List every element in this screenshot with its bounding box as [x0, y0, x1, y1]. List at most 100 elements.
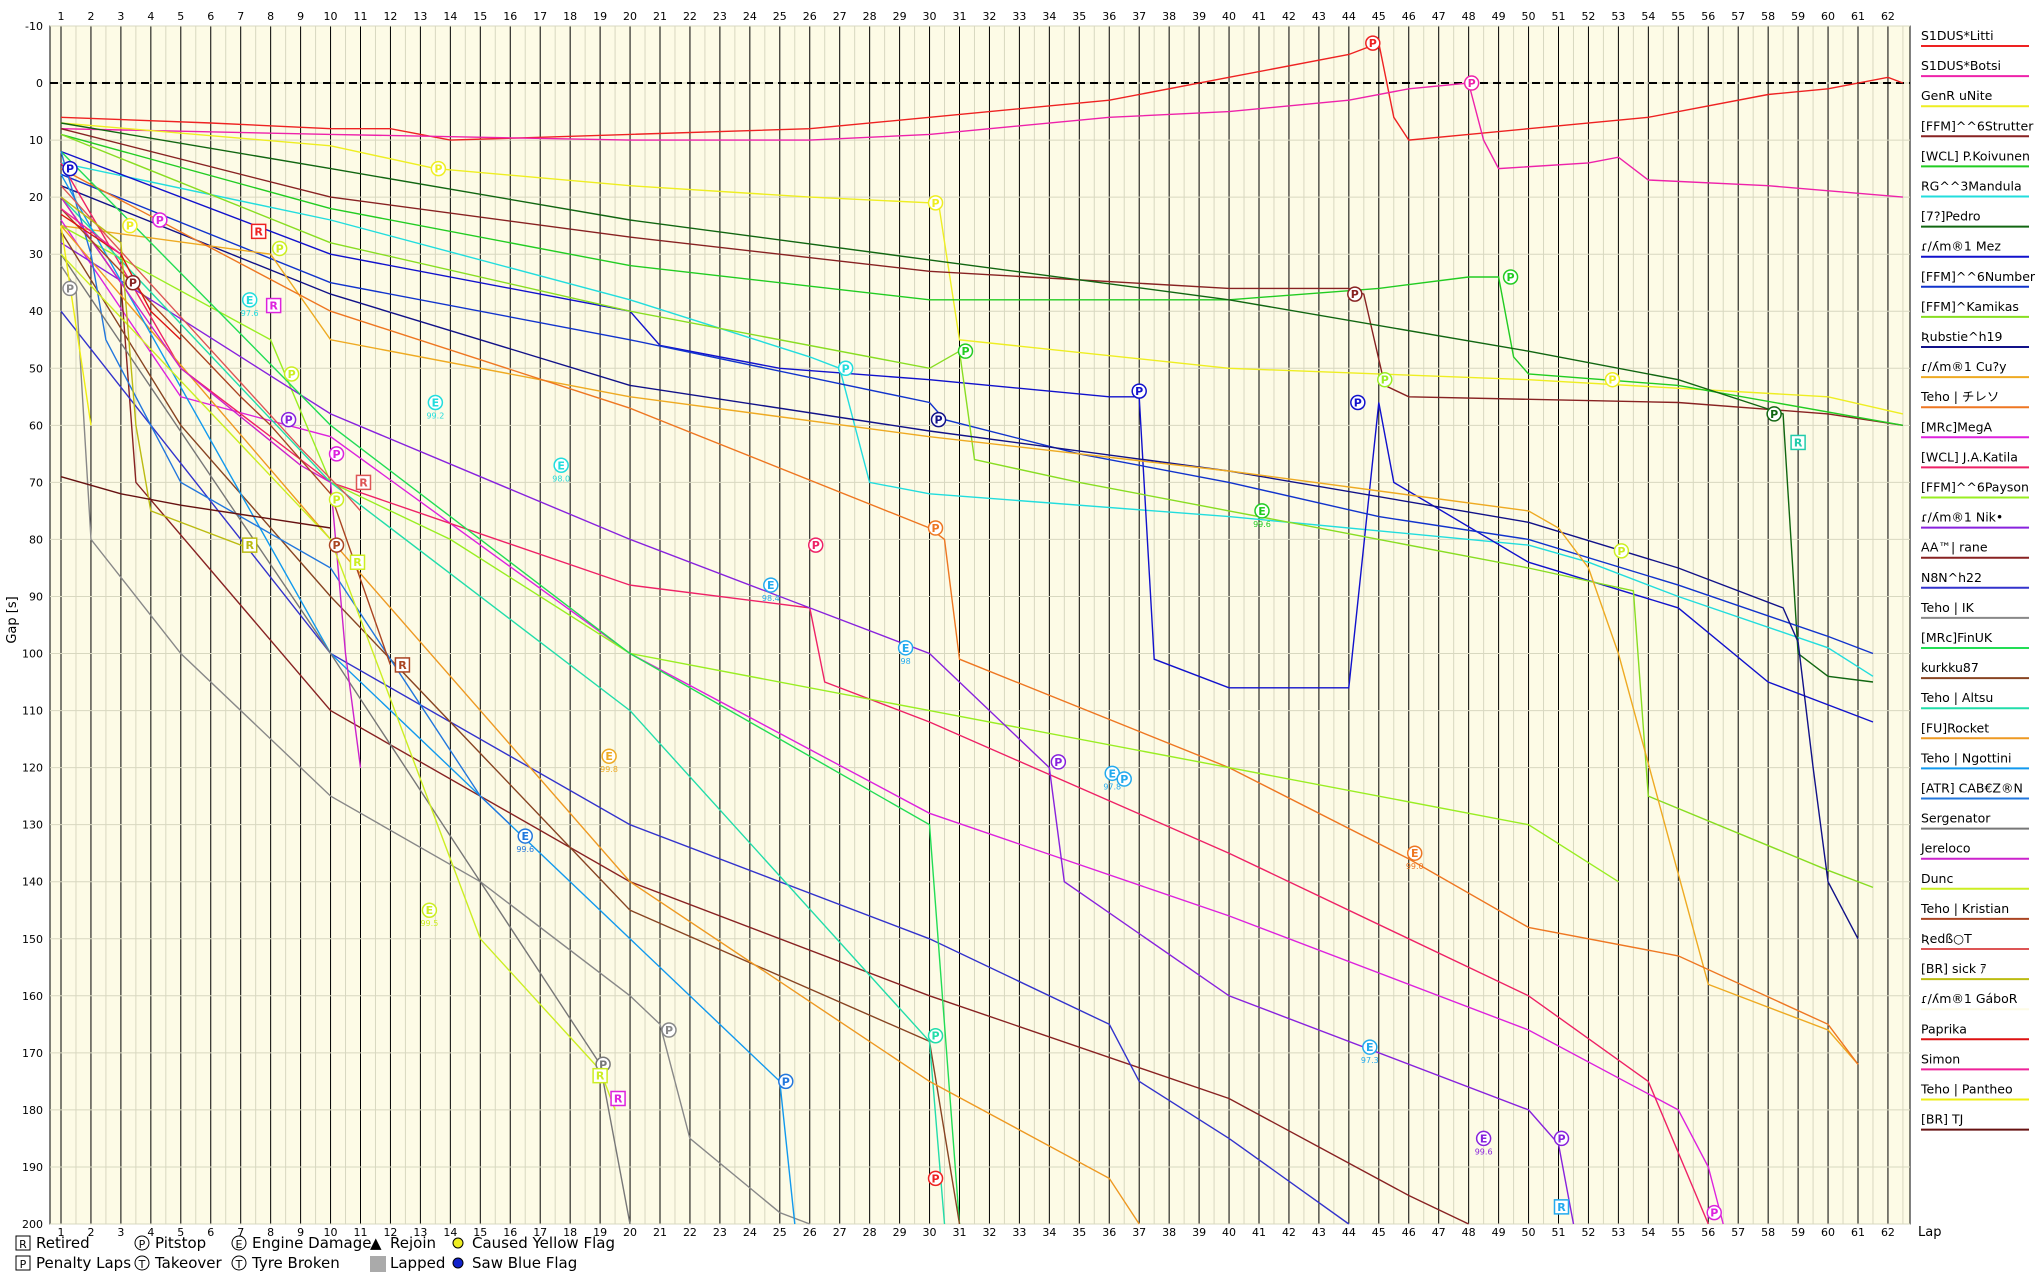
marker-symbol: P — [1381, 374, 1389, 387]
key-symbol: E — [236, 1238, 243, 1251]
legend-entry: [7?]Pedro — [1921, 209, 1981, 224]
marker-symbol: E — [605, 750, 613, 763]
x-tick-label: 3 — [117, 1226, 124, 1239]
series-line — [60, 162, 1709, 1225]
pitstop-marker — [661, 1022, 677, 1038]
x-tick-label: 34 — [1042, 1226, 1056, 1239]
x-tick-label: 38 — [1162, 10, 1176, 23]
key-frame — [134, 1235, 150, 1251]
y-tick-label: 110 — [22, 705, 43, 718]
marker-symbol: P — [1557, 1132, 1565, 1145]
y-tick-label: 30 — [29, 248, 43, 261]
pitstop-marker — [837, 360, 854, 377]
marker-value: 99.8 — [600, 765, 618, 774]
marker-symbol: E — [1480, 1132, 1488, 1145]
pitstop-marker — [1365, 35, 1381, 51]
engine-damage-marker — [517, 828, 533, 844]
legend-entry: [WCL] P.Koivunen — [1921, 148, 2030, 163]
legend-entry: [ATR] CAB€Z®N — [1921, 781, 2023, 796]
x-tick-label: 22 — [683, 1226, 697, 1239]
pitstop-marker — [930, 411, 947, 428]
x-tick-label: 2 — [87, 1226, 94, 1239]
marker-value: 99.0 — [1406, 862, 1424, 871]
marker-symbol: P — [665, 1024, 673, 1037]
x-tick-label: 25 — [773, 10, 787, 23]
y-tick-label: 20 — [29, 191, 43, 204]
pitstop-marker — [1463, 75, 1480, 91]
key-symbol: ▲ — [370, 1234, 382, 1252]
x-tick-label: 32 — [982, 1226, 996, 1239]
x-tick-label: 7 — [237, 1226, 244, 1239]
x-tick-label: 4 — [147, 10, 154, 23]
legend-entry: Paprika — [1921, 1021, 1967, 1036]
x-tick-label: 36 — [1102, 1226, 1116, 1239]
x-tick-label: 35 — [1072, 1226, 1086, 1239]
marker-symbol: R — [269, 300, 278, 313]
x-tick-label: 41 — [1252, 10, 1266, 23]
x-tick-label: 37 — [1132, 10, 1146, 23]
legend-entry: [WCL] J.A.Katila — [1921, 449, 2018, 464]
x-tick-label: 41 — [1252, 1226, 1266, 1239]
x-tick-label: 51 — [1552, 1226, 1566, 1239]
y-tick-label: 50 — [29, 362, 43, 375]
key-label: Pitstop — [155, 1234, 206, 1252]
pitstop-marker — [927, 1170, 944, 1187]
y-tick-label: 120 — [22, 762, 43, 775]
marker-symbol: E — [557, 459, 565, 472]
x-tick-label: 33 — [1012, 10, 1026, 23]
marker-symbol: P — [1770, 408, 1778, 421]
x-tick-label: 48 — [1462, 10, 1476, 23]
engine-damage-marker — [601, 748, 617, 764]
legend-entry: Jereloco — [1920, 841, 1971, 856]
x-tick-label: 49 — [1492, 10, 1506, 23]
series-line — [60, 208, 122, 255]
x-tick-label: 8 — [267, 10, 274, 23]
key-label: Caused Yellow Flag — [472, 1234, 615, 1252]
x-tick-label: 30 — [923, 10, 937, 23]
key-symbol: R — [19, 1238, 27, 1251]
pitstop-marker — [1604, 371, 1621, 388]
legend-entry: S1DUS*Litti — [1921, 28, 1994, 43]
x-tick-label: 10 — [324, 10, 338, 23]
series-line — [60, 167, 1859, 1065]
series-line — [60, 185, 1859, 940]
y-tick-label: 10 — [29, 134, 43, 147]
marker-value: 99.6 — [1253, 520, 1271, 529]
series-line — [60, 42, 1904, 141]
x-tick-label: 14 — [443, 1226, 457, 1239]
x-tick-label: 21 — [653, 1226, 667, 1239]
x-tick-label: 1 — [58, 10, 65, 23]
y-tick-label: -10 — [25, 20, 43, 33]
y-tick-label: 160 — [22, 990, 43, 1003]
legend-entry: GenR uNite — [1921, 88, 1993, 103]
y-tick-label: 100 — [22, 648, 43, 661]
retired-marker — [394, 657, 411, 673]
marker-symbol: P — [812, 539, 820, 552]
key-frame — [15, 1235, 31, 1251]
series-line — [60, 173, 1874, 655]
x-tick-label: 29 — [893, 1226, 907, 1239]
marker-value: 98.0 — [552, 474, 570, 483]
retired-marker — [349, 554, 366, 570]
marker-symbol: P — [1135, 385, 1143, 398]
marker-symbol: P — [288, 368, 296, 381]
key-label: Lapped — [390, 1254, 445, 1272]
x-tick-label: 17 — [533, 10, 547, 23]
key-symbol — [452, 1257, 464, 1269]
marker-symbol: P — [1120, 773, 1128, 786]
series-line — [60, 162, 1874, 677]
marker-symbol: E — [1411, 847, 1419, 860]
x-tick-label: 22 — [683, 10, 697, 23]
marker-symbol: P — [1369, 37, 1377, 50]
key-symbol — [452, 1237, 464, 1249]
x-tick-label: 44 — [1342, 10, 1356, 23]
pitstop-marker — [1131, 383, 1147, 399]
marker-symbol: R — [614, 1092, 623, 1105]
marker-symbol: P — [1608, 374, 1616, 387]
pitstop-marker — [957, 343, 974, 359]
marker-value: 99.5 — [420, 919, 438, 928]
key-label: Retired — [36, 1234, 90, 1252]
series-line — [60, 150, 1874, 723]
pitstop-marker — [283, 366, 300, 382]
marker-symbol: P — [932, 522, 940, 535]
